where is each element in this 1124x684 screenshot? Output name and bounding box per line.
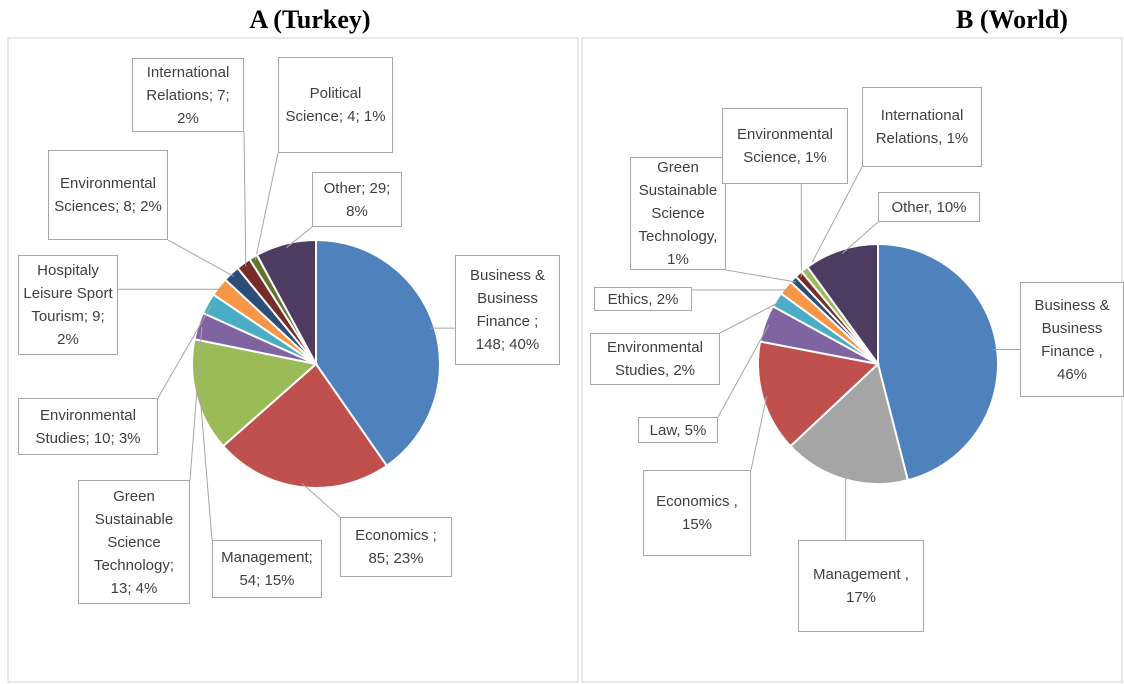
data-label: Business & Business Finance ; 148; 40% <box>455 255 560 365</box>
pie-slice <box>255 238 317 365</box>
pie-slice <box>221 362 389 489</box>
panel <box>7 37 579 683</box>
leader-line <box>750 396 768 471</box>
chart-title: B (World) <box>956 5 1068 34</box>
pie-slice <box>315 238 441 468</box>
leader-line <box>725 269 797 283</box>
data-label: Law, 5% <box>638 417 718 443</box>
leader-line <box>243 131 247 267</box>
data-label: Ethics, 2% <box>594 287 692 311</box>
leader-line <box>199 394 213 541</box>
data-label: Hospitaly Leisure Sport Tourism; 9; 2% <box>18 255 118 355</box>
leader-line <box>254 152 279 261</box>
data-label: International Relations, 1% <box>862 87 982 167</box>
leader-line <box>167 239 235 277</box>
leader-line <box>841 221 879 255</box>
leader-line <box>301 482 341 518</box>
data-label: Political Science; 4; 1% <box>278 57 393 153</box>
data-label: Environmental Studies, 2% <box>590 333 720 385</box>
data-label: Economics ; 85; 23% <box>340 517 452 577</box>
data-label: Economics , 15% <box>643 470 751 556</box>
leader-line <box>157 305 212 399</box>
data-label: Other; 29; 8% <box>312 172 402 227</box>
chart-title: A (Turkey) <box>249 5 370 34</box>
data-label: Business & Business Finance , 46% <box>1020 282 1124 397</box>
pie-slice <box>806 242 879 368</box>
data-label: Green Sustainable Science Technology; 13… <box>78 480 190 604</box>
data-label: Green Sustainable Science Technology, 1% <box>630 157 726 270</box>
pie-slice <box>757 340 881 448</box>
leader-line <box>719 301 781 334</box>
leader-line <box>806 166 863 273</box>
leader-line <box>189 327 203 481</box>
data-label: Environmental Studies; 10; 3% <box>18 398 158 455</box>
leader-line <box>717 324 770 418</box>
data-label: Other, 10% <box>878 192 980 222</box>
data-label: Environmental Sciences; 8; 2% <box>48 150 168 240</box>
data-label: Management; 54; 15% <box>212 540 322 598</box>
pie-slice <box>789 362 910 485</box>
pie-slice <box>877 242 999 482</box>
data-label: Environmental Science, 1% <box>722 108 848 184</box>
leader-line <box>286 226 313 249</box>
data-label: International Relations; 7; 2% <box>132 58 244 132</box>
data-label: Management , 17% <box>798 540 924 632</box>
